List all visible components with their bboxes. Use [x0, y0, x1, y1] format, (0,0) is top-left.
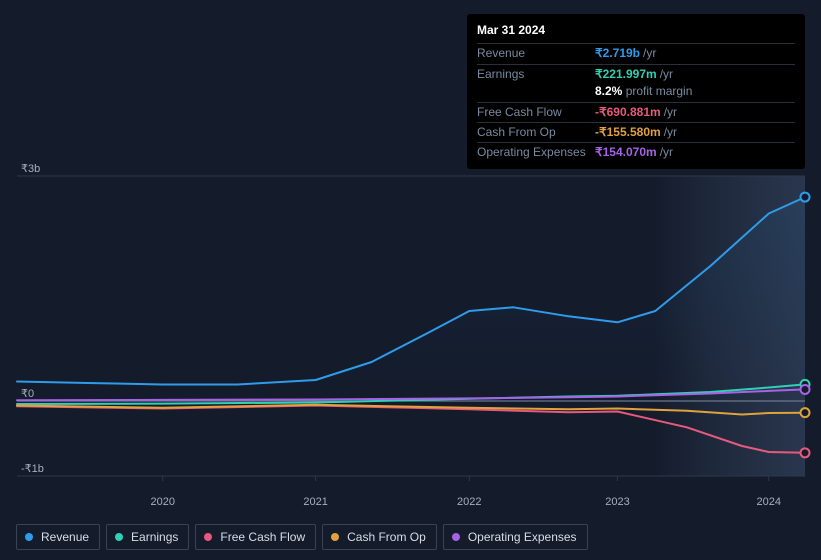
tooltip-row: Cash From Op-₹155.580m/yr — [477, 122, 795, 142]
tooltip-row: Revenue₹2.719b/yr — [477, 43, 795, 63]
tooltip-value: ₹154.070m — [595, 145, 657, 159]
tooltip-per: /yr — [643, 46, 656, 60]
tooltip-label: Cash From Op — [477, 124, 595, 141]
tooltip-value: ₹2.719b — [595, 46, 640, 60]
tooltip-row: Operating Expenses₹154.070m/yr — [477, 142, 795, 162]
x-axis-label: 2023 — [605, 496, 629, 508]
legend-dot-icon — [115, 533, 123, 541]
legend-label: Cash From Op — [347, 530, 426, 544]
tooltip-per: /yr — [660, 145, 673, 159]
legend-item[interactable]: Cash From Op — [322, 524, 437, 550]
tooltip-value: -₹690.881m — [595, 105, 661, 119]
tooltip-date: Mar 31 2024 — [477, 22, 795, 39]
tooltip-value-wrap: -₹690.881m/yr — [595, 104, 677, 121]
tooltip-label: Earnings — [477, 66, 595, 101]
tooltip-per: /yr — [660, 67, 673, 81]
x-axis-label: 2022 — [457, 496, 481, 508]
legend-label: Earnings — [131, 530, 178, 544]
legend-dot-icon — [204, 533, 212, 541]
tooltip: Mar 31 2024 Revenue₹2.719b/yrEarnings₹22… — [467, 14, 805, 169]
legend-label: Revenue — [41, 530, 89, 544]
legend-item[interactable]: Revenue — [16, 524, 100, 550]
tooltip-sub: 8.2% profit margin — [595, 83, 692, 100]
tooltip-value-wrap: ₹2.719b/yr — [595, 45, 656, 62]
x-axis-label: 2024 — [757, 496, 781, 508]
tooltip-row: Free Cash Flow-₹690.881m/yr — [477, 102, 795, 122]
tooltip-value: -₹155.580m — [595, 125, 661, 139]
legend-label: Free Cash Flow — [220, 530, 305, 544]
tooltip-label: Operating Expenses — [477, 144, 595, 161]
x-axis-label: 2021 — [303, 496, 327, 508]
legend-dot-icon — [25, 533, 33, 541]
y-axis-label: -₹1b — [21, 462, 44, 475]
legend-item[interactable]: Earnings — [106, 524, 189, 550]
tooltip-label: Free Cash Flow — [477, 104, 595, 121]
legend-item[interactable]: Free Cash Flow — [195, 524, 316, 550]
legend-dot-icon — [331, 533, 339, 541]
tooltip-value: ₹221.997m — [595, 67, 657, 81]
legend-label: Operating Expenses — [468, 530, 577, 544]
tooltip-value-wrap: -₹155.580m/yr — [595, 124, 677, 141]
tooltip-value-wrap: ₹221.997m/yr 8.2% profit margin — [595, 66, 692, 101]
legend: Revenue Earnings Free Cash Flow Cash From O… — [16, 524, 588, 550]
y-axis-label: ₹0 — [21, 387, 34, 400]
tooltip-label: Revenue — [477, 45, 595, 62]
legend-item[interactable]: Operating Expenses — [443, 524, 588, 550]
legend-dot-icon — [452, 533, 460, 541]
tooltip-value-wrap: ₹154.070m/yr — [595, 144, 673, 161]
x-axis-label: 2020 — [151, 496, 175, 508]
tooltip-row: Earnings₹221.997m/yr 8.2% profit margin — [477, 64, 795, 102]
y-axis-label: ₹3b — [21, 162, 40, 175]
tooltip-per: /yr — [664, 105, 677, 119]
tooltip-per: /yr — [664, 125, 677, 139]
